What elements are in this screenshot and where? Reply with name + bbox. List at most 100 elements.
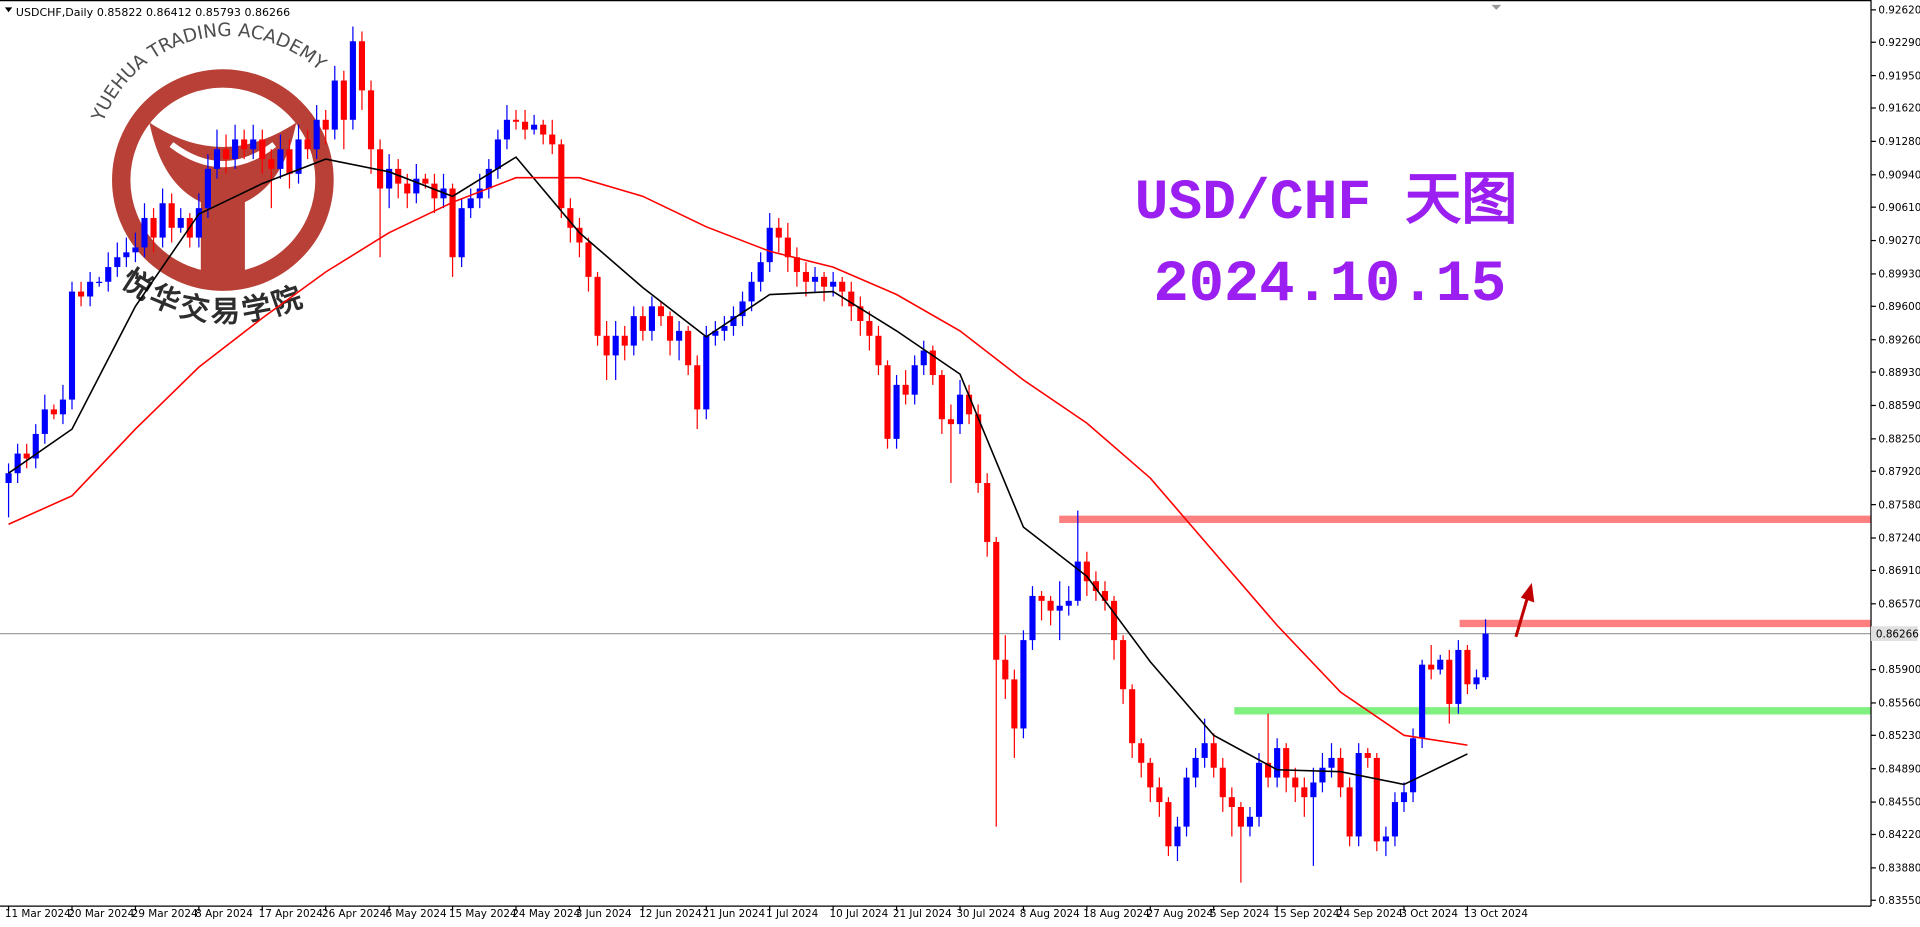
candle-body: [857, 306, 864, 322]
candle-body: [386, 168, 393, 189]
candle-body: [721, 325, 728, 331]
candle-body: [802, 271, 810, 282]
candle-body: [811, 276, 819, 282]
candle-body: [1020, 640, 1027, 729]
y-tick-label: 0.87240: [1878, 533, 1920, 545]
price-label-box: [1871, 626, 1918, 641]
candle-body: [413, 178, 420, 194]
candle-body: [739, 301, 746, 317]
candle-body: [177, 217, 184, 228]
x-tick-label: 3 Oct 2024: [1400, 908, 1458, 920]
y-tick-label: 0.87580: [1878, 499, 1920, 511]
candle-body: [549, 134, 556, 145]
y-tick-label: 0.88930: [1878, 367, 1920, 379]
candle-body: [1092, 581, 1099, 592]
candle-body: [1446, 659, 1453, 704]
candle-body: [1237, 806, 1244, 827]
candle-body: [576, 227, 583, 243]
candle-body: [1310, 782, 1317, 798]
candle-body: [630, 316, 637, 346]
candle-body: [59, 399, 66, 415]
candle-body: [603, 335, 610, 356]
candle-body: [1228, 797, 1235, 807]
candle-body: [830, 281, 837, 287]
x-tick-label: 26 Apr 2024: [322, 908, 387, 920]
high: 0.86412: [146, 6, 192, 19]
candle-body: [522, 121, 529, 130]
chart-header: USDCHF,Daily 0.85822 0.86412 0.85793 0.86266: [16, 6, 290, 19]
y-tick-label: 0.84890: [1878, 763, 1920, 775]
x-tick-label: 8 Apr 2024: [195, 908, 253, 920]
candle-body: [1455, 649, 1462, 704]
candle-body: [1129, 689, 1136, 744]
x-tick-label: 1 Jul 2024: [766, 908, 819, 920]
candle-body: [984, 483, 991, 542]
candle-body: [1120, 640, 1127, 690]
candle-body: [340, 80, 347, 120]
x-tick-label: 15 Sep 2024: [1273, 908, 1339, 920]
candle-body: [1101, 591, 1109, 601]
x-tick-label: 30 Jul 2024: [956, 908, 1015, 920]
candle-body: [757, 262, 764, 282]
candle-body: [23, 453, 30, 459]
candle-body: [1265, 762, 1272, 778]
price-label: 0.86266: [1876, 628, 1919, 640]
low: 0.85793: [195, 6, 241, 19]
candle-body: [331, 80, 338, 130]
y-tick-label: 0.91620: [1878, 103, 1920, 115]
candle-body: [766, 227, 773, 263]
candle-body: [712, 330, 719, 336]
close: 0.86266: [245, 6, 291, 19]
candle-body: [1346, 787, 1353, 837]
candle-body: [594, 276, 601, 336]
y-tick-label: 0.85560: [1878, 698, 1920, 710]
chart-title: USD/CHF 天图: [1135, 171, 1518, 235]
candle-body: [748, 281, 755, 302]
x-tick-label: 8 Aug 2024: [1020, 908, 1080, 920]
candle-body: [467, 198, 474, 209]
candle-body: [1328, 757, 1335, 768]
x-tick-label: 27 Aug 2024: [1147, 908, 1214, 920]
y-tick-label: 0.87920: [1878, 466, 1920, 478]
y-tick-label: 0.92620: [1878, 5, 1920, 17]
candle-body: [277, 149, 284, 169]
candle-body: [259, 139, 266, 160]
y-tick-label: 0.89930: [1878, 269, 1920, 281]
y-tick-label: 0.91950: [1878, 70, 1920, 82]
y-tick-label: 0.91280: [1878, 136, 1920, 148]
candle-body: [993, 541, 1000, 660]
candle-body: [114, 257, 121, 268]
candle-body: [848, 291, 855, 307]
candle-body: [1156, 787, 1163, 803]
candle-body: [1147, 762, 1154, 788]
candle-body: [1437, 659, 1444, 670]
candle-body: [929, 350, 936, 376]
candle-body: [367, 90, 375, 150]
candle-body: [947, 419, 954, 425]
candle-body: [150, 217, 157, 238]
candle-body: [159, 203, 166, 238]
candle-body: [1056, 605, 1063, 611]
candle-body: [1464, 649, 1471, 685]
x-tick-label: 12 Jun 2024: [639, 908, 702, 920]
candle-body: [349, 41, 356, 120]
x-tick-label: 3 Jun 2024: [576, 908, 632, 920]
candle-body: [703, 335, 710, 410]
candle-body: [458, 208, 465, 258]
candle-body: [404, 183, 411, 194]
candle-body: [694, 365, 701, 410]
candle-body: [875, 335, 882, 366]
candle-body: [132, 247, 139, 253]
candle-body: [1337, 757, 1344, 788]
candle-body: [1355, 753, 1362, 837]
candle-body: [1400, 792, 1408, 803]
candle-body: [1083, 561, 1090, 582]
y-tick-label: 0.90610: [1878, 202, 1920, 214]
y-tick-label: 0.84550: [1878, 797, 1920, 809]
x-tick-label: 29 Mar 2024: [132, 908, 198, 920]
candle-body: [295, 139, 302, 174]
x-tick-label: 17 Apr 2024: [259, 908, 324, 920]
x-tick-label: 24 Sep 2024: [1337, 908, 1403, 920]
candle-body: [531, 124, 538, 130]
candle-body: [322, 119, 329, 130]
